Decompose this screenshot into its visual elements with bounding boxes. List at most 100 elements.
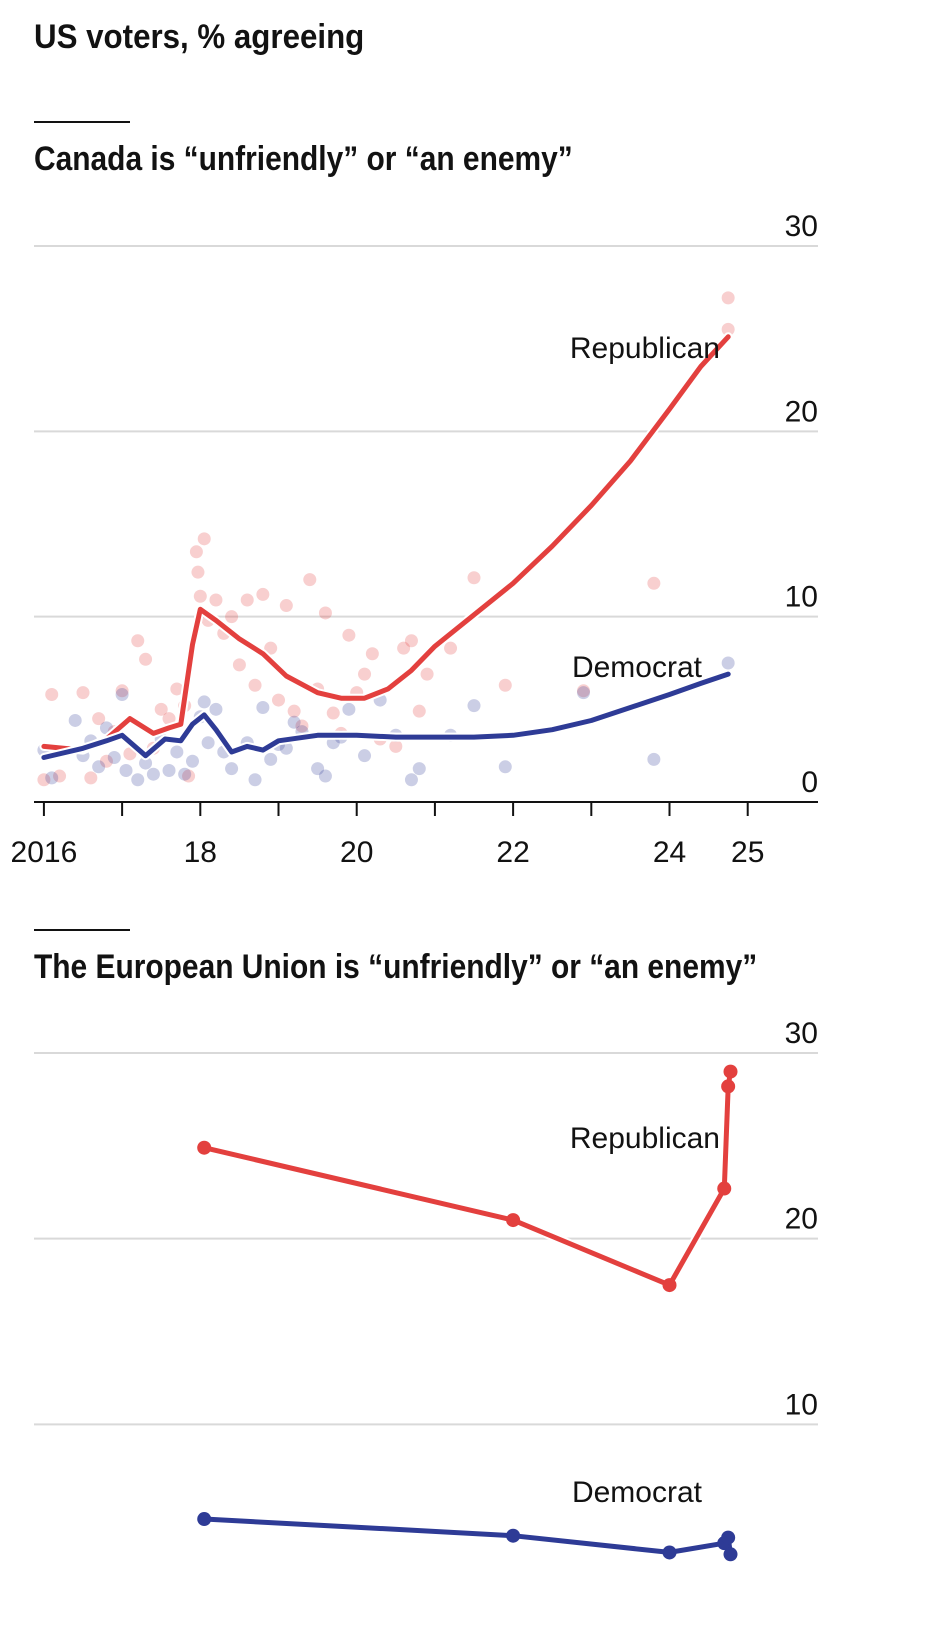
scatter-point bbox=[139, 652, 153, 666]
scatter-point bbox=[139, 756, 153, 770]
scatter-point bbox=[248, 773, 262, 787]
scatter-point bbox=[389, 739, 403, 753]
scatter-point bbox=[467, 699, 481, 713]
scatter-point bbox=[201, 736, 215, 750]
scatter-point bbox=[256, 700, 270, 714]
scatter-point bbox=[68, 713, 82, 727]
democrat-line bbox=[41, 671, 731, 760]
scatter-point bbox=[342, 628, 356, 642]
scatter-point bbox=[189, 545, 203, 559]
scatter-point bbox=[119, 763, 133, 777]
section-rule-canada bbox=[34, 121, 130, 123]
scatter-point bbox=[240, 593, 254, 607]
scatter-point bbox=[45, 688, 59, 702]
scatter-point bbox=[287, 704, 301, 718]
scatter-point bbox=[115, 688, 129, 702]
scatter-point bbox=[170, 745, 184, 759]
scatter-point bbox=[209, 593, 223, 607]
scatter-point bbox=[420, 667, 434, 681]
scatter-point bbox=[318, 606, 332, 620]
scatter-point bbox=[99, 754, 113, 768]
y-tick-label: 10 bbox=[785, 1388, 818, 1421]
scatter-point bbox=[721, 322, 735, 336]
scatter-point bbox=[287, 715, 301, 729]
series-label-republican: Republican bbox=[570, 1122, 720, 1155]
scatter-point bbox=[576, 684, 590, 698]
series-label-republican: Republican bbox=[570, 332, 720, 365]
scatter-point bbox=[232, 658, 246, 672]
scatter-point bbox=[76, 686, 90, 700]
scatter-point bbox=[326, 706, 340, 720]
section-rule-eu bbox=[34, 929, 130, 931]
republican-marker bbox=[721, 1079, 736, 1094]
scatter-point bbox=[311, 762, 325, 776]
scatter-point bbox=[365, 647, 379, 661]
scatter-point bbox=[115, 684, 129, 698]
eu-chart: 10 20 30 Republican Democrat bbox=[34, 1017, 818, 1562]
series-label-democrat: Democrat bbox=[572, 1476, 703, 1509]
scatter-point bbox=[358, 749, 372, 763]
scatter-point bbox=[264, 752, 278, 766]
republican-line bbox=[201, 1069, 733, 1288]
scatter-point bbox=[178, 767, 192, 781]
page-title: US voters, % agreeing bbox=[34, 18, 365, 56]
scatter-point bbox=[279, 599, 293, 613]
scatter-point bbox=[721, 291, 735, 305]
x-tick-label: 2016 bbox=[11, 836, 78, 869]
y-tick-label: 10 bbox=[785, 581, 818, 614]
scatter-point bbox=[279, 741, 293, 755]
scatter-point bbox=[264, 641, 278, 655]
scatter-point bbox=[45, 771, 59, 785]
x-tick-label: 18 bbox=[184, 836, 217, 869]
scatter-point bbox=[404, 773, 418, 787]
scatter-point bbox=[107, 751, 121, 765]
scatter-point bbox=[185, 754, 199, 768]
y-tick-label: 30 bbox=[785, 1017, 818, 1050]
scatter-point bbox=[131, 773, 145, 787]
scatter-point bbox=[154, 702, 168, 716]
scatter-point bbox=[92, 760, 106, 774]
scatter-point bbox=[191, 565, 205, 579]
scatter-point bbox=[358, 667, 372, 681]
republican-marker bbox=[717, 1181, 732, 1196]
republican-marker bbox=[197, 1140, 212, 1155]
scatter-point bbox=[225, 610, 239, 624]
scatter-point bbox=[498, 760, 512, 774]
scatter-point bbox=[197, 695, 211, 709]
scatter-point bbox=[84, 771, 98, 785]
scatter-point bbox=[37, 773, 51, 787]
scatter-point bbox=[404, 634, 418, 648]
scatter-point bbox=[162, 763, 176, 777]
republican-marker bbox=[506, 1213, 521, 1228]
scatter-point bbox=[225, 762, 239, 776]
scatter-point bbox=[342, 702, 356, 716]
chart-title-eu: The European Union is “unfriendly” or “a… bbox=[34, 948, 758, 986]
scatter-point bbox=[146, 767, 160, 781]
y-tick-label: 0 bbox=[801, 766, 818, 799]
x-tick-label: 22 bbox=[496, 836, 529, 869]
scatter-point bbox=[209, 702, 223, 716]
series-label-democrat: Democrat bbox=[572, 651, 703, 684]
chart-title-canada: Canada is “unfriendly” or “an enemy” bbox=[34, 140, 573, 178]
scatter-point bbox=[272, 693, 286, 707]
scatter-point bbox=[197, 532, 211, 546]
scatter-point bbox=[162, 712, 176, 726]
democrat-marker bbox=[506, 1528, 521, 1543]
scatter-point bbox=[647, 576, 661, 590]
democrat-marker bbox=[723, 1547, 738, 1562]
y-tick-label: 20 bbox=[785, 1203, 818, 1236]
republican-marker bbox=[723, 1064, 738, 1079]
scatter-point bbox=[182, 769, 196, 783]
scatter-point bbox=[412, 762, 426, 776]
scatter-point bbox=[170, 682, 184, 696]
scatter-point bbox=[53, 769, 67, 783]
scatter-point bbox=[295, 719, 309, 733]
scatter-point bbox=[256, 587, 270, 601]
republican-marker bbox=[662, 1278, 677, 1293]
scatter-point bbox=[303, 573, 317, 587]
republican-line bbox=[41, 334, 731, 753]
y-tick-label: 20 bbox=[785, 395, 818, 428]
scatter-point bbox=[412, 704, 426, 718]
scatter-point bbox=[318, 769, 332, 783]
democrat-marker bbox=[197, 1512, 212, 1527]
